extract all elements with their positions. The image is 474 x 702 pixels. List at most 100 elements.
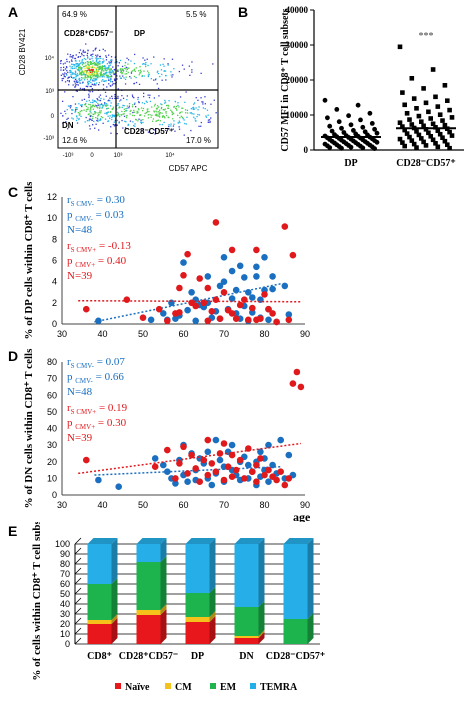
- b-point-cd28neg: [423, 100, 429, 106]
- b-point-cd28neg: [445, 98, 450, 103]
- b-point-cd28neg: [442, 83, 448, 88]
- e-legend-label: CM: [175, 682, 192, 693]
- age-scatter-point: [212, 468, 220, 475]
- e-bar-side: [111, 578, 118, 620]
- e-y-tick-label: 50: [60, 589, 70, 599]
- e-category-label: CD28⁻CD57⁺: [266, 651, 325, 662]
- b-point-cd28neg: [397, 44, 403, 50]
- e-bar-side: [111, 614, 118, 624]
- age-scatter-point: [184, 250, 191, 258]
- b-point-cd28neg: [435, 144, 441, 150]
- e-bar-segment: [234, 544, 259, 607]
- e-bar-segment: [185, 544, 210, 593]
- age-scatter-point: [204, 471, 212, 479]
- age-scatter-point: [200, 299, 208, 307]
- age-scatter-point: [232, 286, 240, 294]
- correlation-p-cmv-pos: p CMV+ = 0.40: [67, 255, 127, 269]
- e-y-tick-label: 40: [60, 599, 70, 609]
- age-scatter-point: [164, 317, 171, 325]
- age-scatter-point: [204, 273, 212, 280]
- age-scatter-point: [83, 305, 90, 313]
- age-scatter-point: [188, 289, 195, 296]
- age-scatter-point: [160, 461, 167, 469]
- flow-y-tick-neg1e3: -10³: [43, 136, 54, 142]
- quadrant-tl-name: CD28⁺CD57⁻: [64, 29, 113, 38]
- y-tick-label: 10: [47, 213, 57, 223]
- e-bar-side: [160, 609, 167, 644]
- e-y-tick-label: 20: [60, 619, 70, 629]
- correlation-p-cmv-pos: p CMV+ = 0.30: [67, 417, 127, 431]
- panel-letter-b: B: [238, 4, 249, 20]
- age-scatter-point: [208, 308, 216, 315]
- y-tick-label: 80: [47, 357, 57, 367]
- x-tick-label: 50: [138, 500, 148, 510]
- b-point-cd28neg: [404, 111, 410, 116]
- age-scatter-point: [257, 448, 264, 456]
- e-y-tick-label: 30: [60, 609, 70, 619]
- y-tick-label: 40: [47, 424, 57, 434]
- b-point-cd28neg: [404, 131, 410, 136]
- b-point-cd28neg: [407, 134, 412, 140]
- x-tick-label: 30: [57, 329, 67, 339]
- age-scatter-point: [245, 289, 252, 296]
- b-point-cd28neg: [419, 136, 424, 141]
- y-axis-label: % of DN cells within CD8⁺ T cells: [23, 348, 35, 508]
- b-point-cd28neg: [449, 133, 455, 138]
- b-point-dp: [329, 128, 335, 134]
- x-tick-label: 70: [219, 329, 229, 339]
- y-tick-label: 50: [47, 407, 57, 417]
- age-scatter-point: [236, 456, 244, 464]
- age-scatter-point: [261, 471, 268, 479]
- quadrant-br-pct: 17.0 %: [186, 136, 211, 145]
- b-point-cd28neg: [437, 112, 443, 117]
- y-tick-label: 30: [47, 440, 57, 450]
- e-category-label: CD28⁺CD57⁻: [119, 651, 178, 662]
- age-scatter-point: [180, 272, 187, 279]
- e-bar-side: [160, 538, 167, 562]
- e-bar-segment: [185, 622, 210, 644]
- flow-y-tick-1e4: 10⁴: [45, 55, 55, 62]
- e-y-tick-label: 10: [60, 629, 70, 639]
- e-bar-top: [185, 538, 216, 544]
- age-scatter-point: [188, 451, 195, 459]
- x-tick-label: 60: [178, 329, 188, 339]
- e-bar-top: [283, 538, 314, 544]
- x-tick-label: 80: [259, 500, 269, 510]
- age-scatter-point: [220, 476, 228, 484]
- dp-age-chart: 0 2 4 6 8 10 12 30 40 50 60 70 80 90 % of DP cells wit…: [23, 182, 310, 339]
- age-scatter-point: [192, 302, 199, 310]
- e-bar-side: [209, 611, 216, 622]
- flow-y-tick-1e3: 10³: [45, 89, 54, 95]
- e-bar-side: [111, 538, 118, 584]
- age-scatter-point: [245, 461, 252, 469]
- age-scatter-point: [95, 476, 102, 484]
- b-y-tick-label: 10000: [286, 110, 309, 120]
- y-tick-label: 2: [52, 298, 57, 308]
- e-bar-segment: [185, 593, 210, 617]
- flow-x-tick-0: 0: [90, 153, 94, 159]
- quadrant-tr-name: DP: [134, 29, 146, 38]
- y-tick-label: 4: [52, 277, 57, 287]
- b-point-cd28neg: [433, 141, 438, 146]
- b-point-cd28neg: [411, 96, 417, 101]
- b-point-cd28neg: [428, 134, 433, 139]
- x-tick-label: 60: [178, 500, 188, 510]
- b-point-cd28neg: [447, 107, 452, 113]
- sample-size-cmv-neg: N=48: [67, 386, 93, 398]
- b-point-dp: [372, 146, 377, 152]
- b-point-dp: [336, 119, 342, 125]
- sample-size-cmv-neg: N=48: [67, 224, 93, 236]
- b-point-cd28neg: [423, 143, 429, 148]
- age-scatter-point: [172, 480, 179, 487]
- b-point-cd28neg: [402, 127, 407, 133]
- e-bar-side: [209, 616, 216, 644]
- e-bar-side: [258, 538, 265, 607]
- age-scatter-point: [289, 380, 297, 387]
- age-scatter-point: [155, 305, 163, 313]
- b-point-cd28neg: [414, 106, 419, 111]
- e-bar-segment: [185, 617, 210, 622]
- correlation-r-cmv-neg: rS CMV- = 0.07: [67, 356, 125, 370]
- e-category-label: DP: [191, 651, 204, 662]
- age-scatter-point: [139, 314, 147, 321]
